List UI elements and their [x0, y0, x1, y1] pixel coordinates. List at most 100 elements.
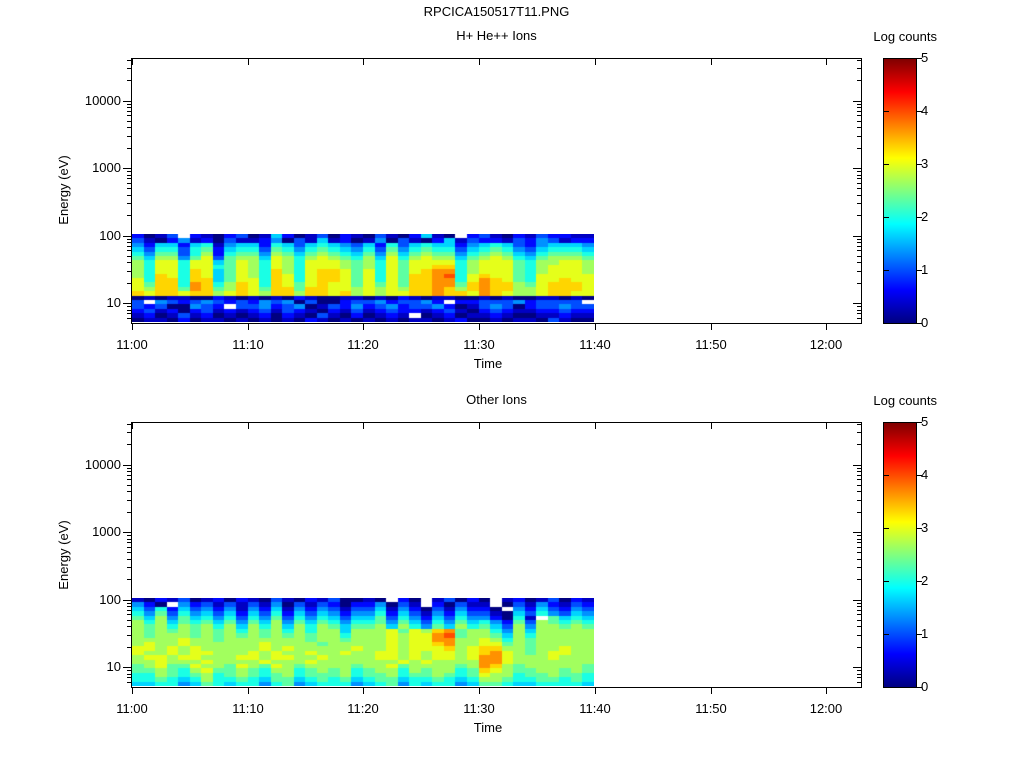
panel2-subtitle: Other Ions [466, 392, 527, 407]
y-tick-left-major [123, 303, 131, 304]
y-minortick-left [127, 500, 131, 501]
y-minortick-left [127, 175, 131, 176]
y-minortick-left [127, 674, 131, 675]
x-tick-bottom [248, 688, 249, 694]
x-tick-top [711, 423, 712, 429]
y-minortick-left [127, 256, 131, 257]
y-minortick-left [127, 559, 131, 560]
y-minortick-left [127, 579, 131, 580]
x-tick-bottom [479, 688, 480, 694]
y-minortick-right [857, 552, 861, 553]
y-minortick-left [127, 626, 131, 627]
x-tick-label: 11:40 [579, 701, 611, 716]
colorbar-tick-label: 0 [921, 679, 929, 694]
y-minortick-right [857, 626, 861, 627]
y-minortick-left [127, 424, 131, 425]
x-tick-top [248, 59, 249, 65]
y-minortick-left [127, 432, 131, 433]
y-minortick-right [857, 559, 861, 560]
y-minortick-right [857, 512, 861, 513]
x-tick-label: 11:00 [116, 701, 148, 716]
y-minortick-right [857, 239, 861, 240]
y-minortick-left [127, 614, 131, 615]
y-minortick-left [127, 242, 131, 243]
x-tick-top [595, 423, 596, 429]
y-minortick-left [127, 310, 131, 311]
x-tick-label: 11:10 [232, 337, 264, 352]
y-minortick-left [127, 239, 131, 240]
y-minortick-right [857, 242, 861, 243]
y-minortick-left [127, 471, 131, 472]
y-minortick-right [857, 677, 861, 678]
y-minortick-left [127, 107, 131, 108]
y-minortick-right [857, 306, 861, 307]
x-tick-bottom [826, 324, 827, 330]
x-tick-label: 11:20 [347, 337, 379, 352]
y-minortick-right [857, 178, 861, 179]
y-minortick-right [857, 115, 861, 116]
y-tick-left-major [123, 236, 131, 237]
colorbar-tick-outer [917, 58, 922, 59]
colorbar-tick-label: 2 [921, 573, 929, 588]
y-minortick-right [857, 121, 861, 122]
y-tick-right-major [853, 236, 861, 237]
y-minortick-left [127, 104, 131, 105]
y-minortick-left [127, 603, 131, 604]
y-minortick-left [127, 178, 131, 179]
y-minortick-left [127, 610, 131, 611]
y-minortick-right [857, 271, 861, 272]
colorbar-panel1 [883, 58, 917, 324]
colorbar-tick-outer [917, 422, 922, 423]
y-minortick-left [127, 670, 131, 671]
x-tick-bottom [132, 688, 133, 694]
x-tick-top [132, 423, 133, 429]
y-minortick-left [127, 250, 131, 251]
y-minortick-left [127, 542, 131, 543]
y-tick-label: 1000 [92, 524, 121, 539]
y-tick-left-major [123, 667, 131, 668]
x-tick-label: 11:20 [347, 701, 379, 716]
x-tick-bottom [595, 688, 596, 694]
y-tick-label: 10 [106, 295, 121, 310]
y-minortick-left [127, 283, 131, 284]
y-minortick-right [857, 111, 861, 112]
y-minortick-left [127, 485, 131, 486]
y-minortick-right [857, 485, 861, 486]
x-tick-bottom [132, 324, 133, 330]
y-minortick-left [127, 171, 131, 172]
y-minortick-left [127, 535, 131, 536]
y-minortick-right [857, 539, 861, 540]
y-minortick-right [857, 610, 861, 611]
y-minortick-right [857, 674, 861, 675]
y-minortick-right [857, 471, 861, 472]
y-minortick-left [127, 183, 131, 184]
x-tick-label: 11:30 [463, 701, 495, 716]
colorbar-tick-outer [917, 111, 922, 112]
y-minortick-right [857, 606, 861, 607]
y-minortick-right [857, 203, 861, 204]
x-tick-bottom [711, 324, 712, 330]
y-minortick-right [857, 136, 861, 137]
x-tick-top [595, 59, 596, 65]
main-title: RPCICA150517T11.PNG [423, 4, 570, 19]
colorbar-tick-outer [917, 270, 922, 271]
colorbar-tick-inner [884, 164, 889, 165]
colorbar-tick-inner [884, 581, 889, 582]
y-minortick-left [127, 313, 131, 314]
colorbar-tick-label: 5 [921, 414, 929, 429]
x-tick-bottom [363, 688, 364, 694]
colorbar-tick-label: 3 [921, 156, 929, 171]
x-tick-label: 11:40 [579, 337, 611, 352]
colorbar-tick-inner [884, 528, 889, 529]
colorbar-tick-inner [884, 422, 889, 423]
y-minortick-right [857, 195, 861, 196]
panel1-colorbar-title: Log counts [873, 29, 937, 44]
y-minortick-left [127, 620, 131, 621]
y-minortick-left [127, 567, 131, 568]
y-minortick-right [857, 171, 861, 172]
x-tick-bottom [595, 324, 596, 330]
y-minortick-right [857, 183, 861, 184]
x-tick-top [826, 423, 827, 429]
colorbar-tick-inner [884, 58, 889, 59]
y-tick-right-major [853, 168, 861, 169]
